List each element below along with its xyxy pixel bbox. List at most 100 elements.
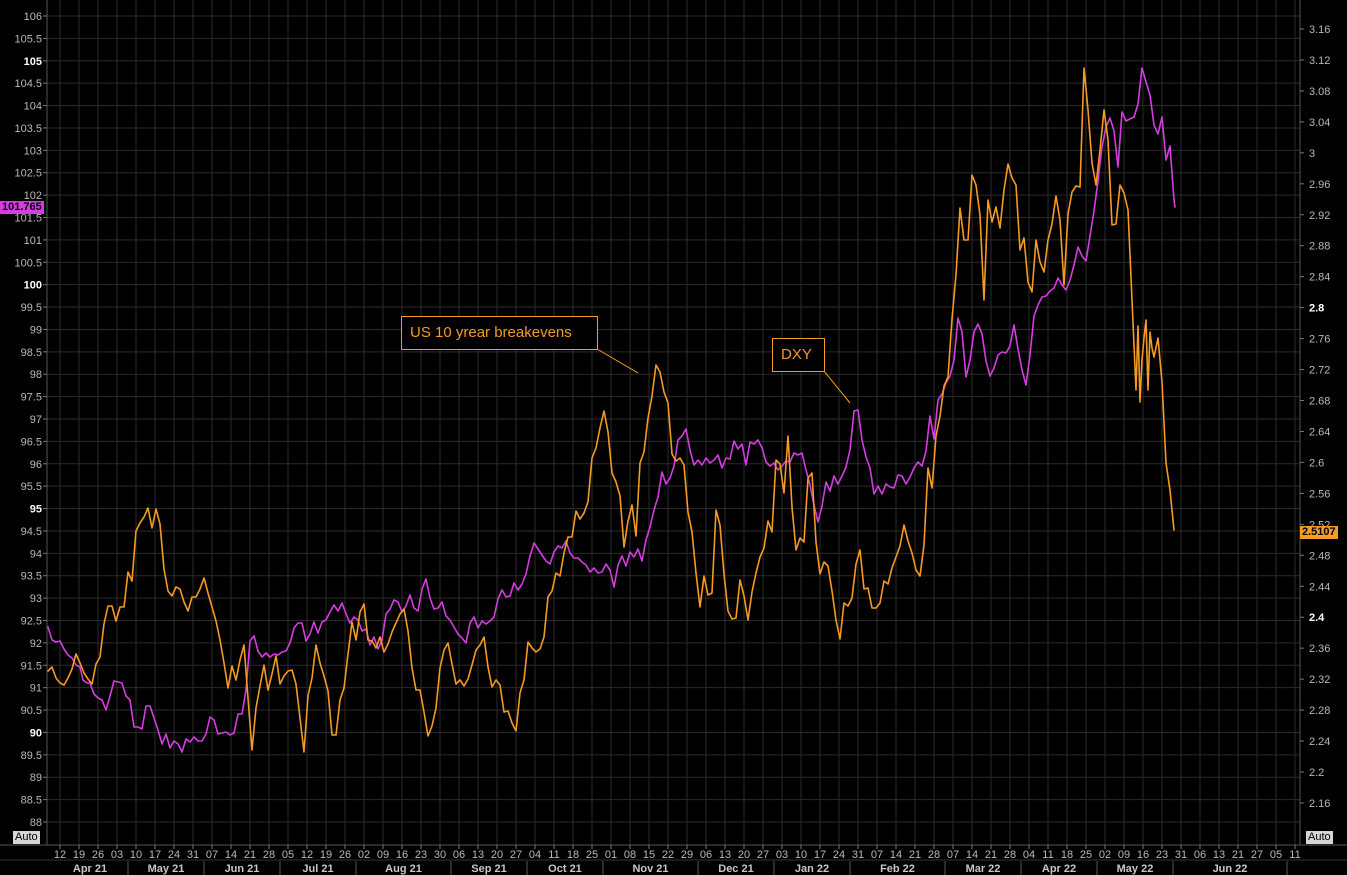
x-axis-day-label: 17	[814, 849, 826, 861]
x-axis-day-label: 05	[1270, 849, 1282, 861]
x-axis-day-label: 19	[320, 849, 332, 861]
left-axis-tick-label: 94.5	[21, 526, 42, 538]
grid	[47, 0, 1300, 845]
right-axis-tick-label: 2.36	[1309, 643, 1330, 655]
left-axis-tick-label: 96	[30, 459, 42, 471]
x-axis-day-label: 04	[1023, 849, 1035, 861]
left-axis-tick-label: 88	[30, 817, 42, 829]
x-axis-day-label: 02	[358, 849, 370, 861]
left-axis-tick-label: 105	[24, 56, 42, 68]
x-axis-day-label: 07	[947, 849, 959, 861]
x-axis-day-label: 21	[1232, 849, 1244, 861]
x-axis-day-label: 06	[700, 849, 712, 861]
x-axis-month-label: Nov 21	[632, 863, 668, 875]
x-axis-day-label: 20	[738, 849, 750, 861]
right-axis-tick-label: 2.4	[1309, 612, 1325, 624]
right-axis-tick-label: 2.16	[1309, 798, 1330, 810]
x-axis-day-label: 30	[434, 849, 446, 861]
x-axis-month-label: Apr 21	[73, 863, 107, 875]
left-axis-tick-label: 98.5	[21, 347, 42, 359]
left-axis-tick-label: 89	[30, 772, 42, 784]
right-axis-tick-label: 3	[1309, 148, 1315, 160]
right-axis-tick-label: 3.08	[1309, 86, 1330, 98]
right-axis-tick-label: 2.28	[1309, 705, 1330, 717]
left-axis-tick-label: 102	[24, 190, 42, 202]
x-axis-day-label: 31	[187, 849, 199, 861]
left-axis-tick-label: 97	[30, 414, 42, 426]
x-axis-day-label: 01	[605, 849, 617, 861]
x-axis-day-label: 21	[909, 849, 921, 861]
right-axis-tick-label: 3.12	[1309, 55, 1330, 67]
x-axis-month-label: Sep 21	[471, 863, 506, 875]
left-axis-tick-label: 101	[24, 235, 42, 247]
x-axis-day-label: 08	[624, 849, 636, 861]
left-axis-tick-label: 104	[24, 101, 42, 113]
x-axis-day-label: 19	[73, 849, 85, 861]
left-axis-ticks: 106 105.5 105 104.5 104 103.5 103 102.5 102 101.5…	[14, 11, 47, 829]
x-axis-day-label: 12	[54, 849, 66, 861]
left-axis-tick-label: 103	[24, 145, 42, 157]
left-axis-tick-label: 101.5	[14, 213, 42, 225]
x-axis-day-label: 11	[548, 849, 559, 861]
x-axis-day-label: 14	[890, 849, 902, 861]
left-axis-tick-label: 102.5	[14, 168, 42, 180]
left-auto-scale-button[interactable]: Auto	[13, 831, 40, 844]
left-axis-tick-label: 106	[24, 11, 42, 23]
left-axis-tick-label: 88.5	[21, 795, 42, 807]
left-axis-tick-label: 100.5	[14, 257, 42, 269]
left-axis-tick-label: 93.5	[21, 571, 42, 583]
left-axis-tick-label: 103.5	[14, 123, 42, 135]
x-axis-day-label: 09	[377, 849, 389, 861]
left-axis-tick-label: 90.5	[21, 705, 42, 717]
right-axis-tick-label: 2.68	[1309, 396, 1330, 408]
x-axis-day-label: 31	[852, 849, 864, 861]
right-axis-tick-label: 2.8	[1309, 303, 1324, 315]
x-axis-day-label: 15	[643, 849, 655, 861]
x-axis-day-label: 16	[396, 849, 408, 861]
left-axis-tick-label: 95.5	[21, 481, 42, 493]
x-axis-day-label: 02	[1099, 849, 1111, 861]
x-axis-day-label: 16	[1137, 849, 1149, 861]
x-axis-day-label: 21	[244, 849, 256, 861]
x-axis-day-label: 23	[415, 849, 427, 861]
left-axis-tick-label: 104.5	[14, 78, 42, 90]
x-axis-month-labels: Apr 21 May 21 Jun 21 Jul 21 Aug 21 Sep 21 Oct …	[73, 861, 1288, 875]
x-axis-day-label: 12	[301, 849, 313, 861]
x-axis-month-label: Feb 22	[880, 863, 915, 875]
x-axis-day-label: 29	[681, 849, 693, 861]
x-axis-day-label: 24	[833, 849, 845, 861]
x-axis-day-label: 28	[263, 849, 275, 861]
right-axis-tick-label: 2.72	[1309, 365, 1330, 377]
right-axis-tick-label: 2.84	[1309, 272, 1330, 284]
x-axis-month-label: Mar 22	[966, 863, 1001, 875]
right-axis-tick-label: 2.88	[1309, 241, 1330, 253]
x-axis-day-label: 28	[928, 849, 940, 861]
x-axis-month-label: Jul 21	[302, 863, 333, 875]
left-axis-tick-label: 90	[30, 727, 42, 739]
x-axis-day-label: 11	[1289, 849, 1300, 861]
series-layer	[47, 67, 1176, 753]
x-axis-day-label: 14	[225, 849, 237, 861]
left-axis-tick-label: 96.5	[21, 436, 42, 448]
right-axis-tick-label: 3.16	[1309, 24, 1330, 36]
x-axis-day-label: 20	[491, 849, 503, 861]
x-axis-month-label: Dec 21	[718, 863, 753, 875]
breakevens-last-value-label: 2.5107	[1300, 526, 1338, 539]
left-axis-tick-label: 99.5	[21, 302, 42, 314]
right-axis-tick-label: 2.24	[1309, 736, 1330, 748]
x-axis-day-label: 10	[795, 849, 807, 861]
left-axis-tick-label: 92.5	[21, 616, 42, 628]
x-axis-day-ticks: 12 19 26 03 10 17 24 31 07 14 21 28 05 12 19 26 02 09 16 23…	[54, 845, 1301, 861]
dxy-last-value-label: 101.765	[0, 201, 44, 214]
right-auto-scale-button[interactable]: Auto	[1306, 831, 1333, 844]
left-axis-tick-label: 93	[30, 593, 42, 605]
left-axis-tick-label: 89.5	[21, 750, 42, 762]
x-axis-day-label: 22	[662, 849, 674, 861]
x-axis-day-label: 27	[757, 849, 769, 861]
x-axis-month-label: Jan 22	[795, 863, 829, 875]
x-axis-month-label: Oct 21	[548, 863, 582, 875]
x-axis-day-label: 13	[1213, 849, 1225, 861]
x-axis-day-label: 18	[567, 849, 579, 861]
